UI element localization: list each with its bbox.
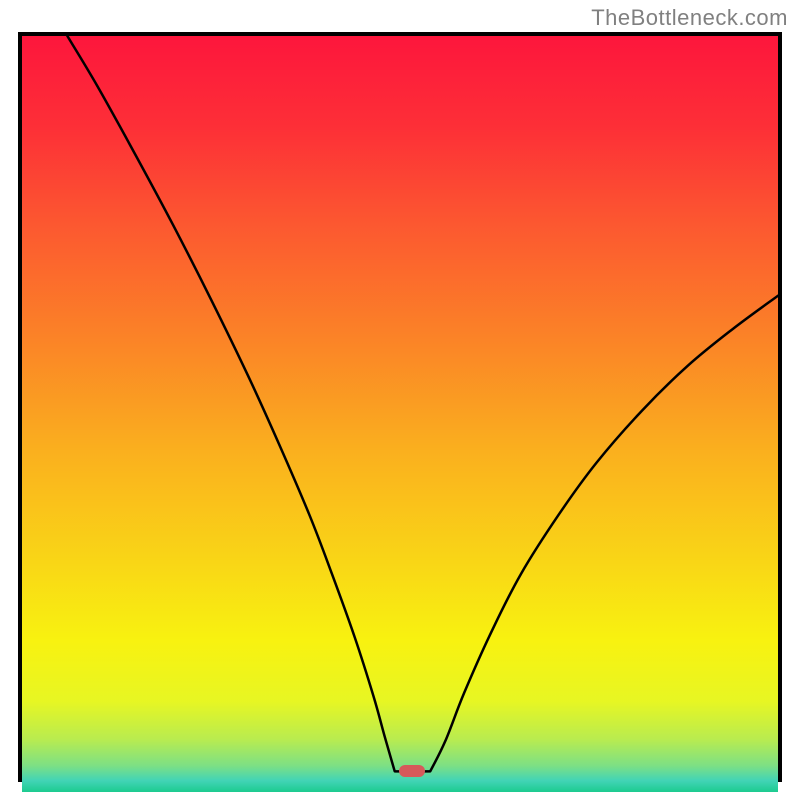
watermark-text: TheBottleneck.com [591, 5, 788, 31]
chart-plot-area [22, 36, 778, 778]
chart-frame [18, 32, 782, 782]
bottleneck-curve [22, 36, 778, 778]
optimal-point-marker [399, 765, 425, 777]
